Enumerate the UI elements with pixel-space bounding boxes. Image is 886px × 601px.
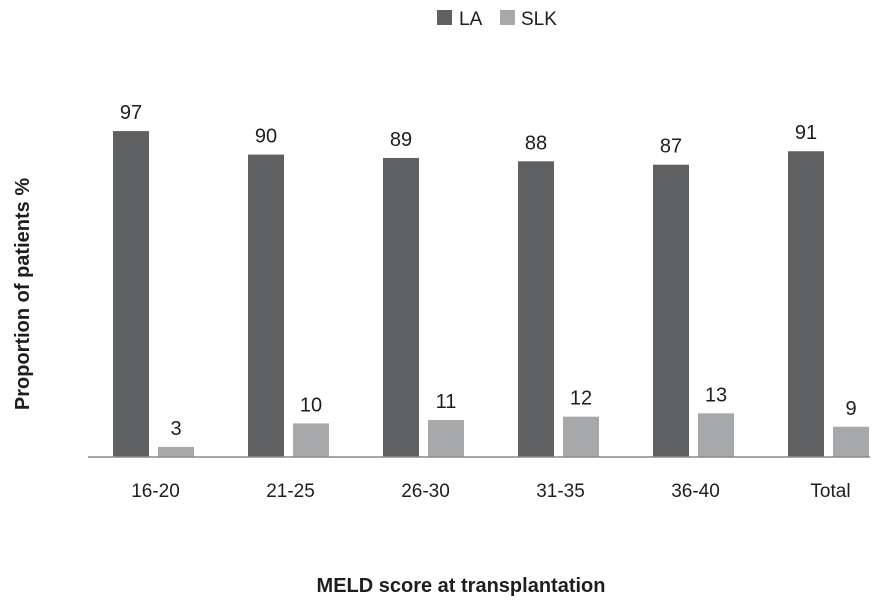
- x-tick-label-36-40: 36-40: [671, 481, 720, 502]
- bar-la-16-20: [113, 131, 149, 457]
- data-label-slk-26-30: 11: [436, 391, 457, 413]
- bar-slk-26-30: [428, 420, 464, 457]
- data-label-slk-16-20: 3: [170, 418, 181, 440]
- bar-la-21-25: [248, 154, 284, 457]
- bars-group: [113, 131, 869, 458]
- bar-slk-21-25: [293, 423, 329, 457]
- y-axis-title: Proportion of patients %: [12, 178, 34, 410]
- x-tick-label-21-25: 21-25: [266, 481, 315, 502]
- data-label-la-21-25: 90: [255, 126, 277, 148]
- legend: LA SLK: [437, 9, 557, 30]
- data-label-la-36-40: 87: [660, 136, 682, 158]
- data-label-slk-36-40: 13: [705, 384, 727, 406]
- data-label-slk-21-25: 10: [300, 394, 322, 416]
- bar-la-26-30: [383, 157, 419, 457]
- bar-la-36-40: [653, 164, 689, 457]
- x-tick-labels: 16-20 21-25 26-30 31-35 36-40 Total: [131, 481, 850, 502]
- data-label-la-26-30: 89: [390, 129, 412, 151]
- bar-la-total: [788, 151, 824, 458]
- x-tick-label-16-20: 16-20: [131, 481, 180, 502]
- bar-la-31-35: [518, 161, 554, 457]
- x-axis-title: MELD score at transplantation: [317, 575, 606, 597]
- legend-label-slk: SLK: [521, 9, 557, 30]
- x-tick-label-31-35: 31-35: [536, 481, 585, 502]
- legend-item-la: LA: [437, 9, 483, 30]
- bar-slk-total: [833, 426, 869, 457]
- data-labels-group: 97 90 89 88 87 91 3 10 11 12 13 9: [120, 102, 857, 440]
- data-label-la-total: 91: [795, 122, 817, 144]
- legend-label-la: LA: [459, 9, 483, 30]
- x-tick-label-total: Total: [810, 481, 850, 502]
- legend-swatch-la: [437, 10, 452, 25]
- legend-swatch-slk: [500, 10, 515, 25]
- legend-item-slk: SLK: [500, 9, 557, 30]
- bar-slk-31-35: [563, 416, 599, 457]
- data-label-la-31-35: 88: [525, 132, 547, 154]
- data-label-slk-total: 9: [845, 398, 856, 420]
- x-tick-label-26-30: 26-30: [401, 481, 450, 502]
- data-label-slk-31-35: 12: [570, 388, 592, 410]
- bar-slk-36-40: [698, 413, 734, 457]
- data-label-la-16-20: 97: [120, 102, 142, 124]
- bar-slk-16-20: [158, 446, 194, 457]
